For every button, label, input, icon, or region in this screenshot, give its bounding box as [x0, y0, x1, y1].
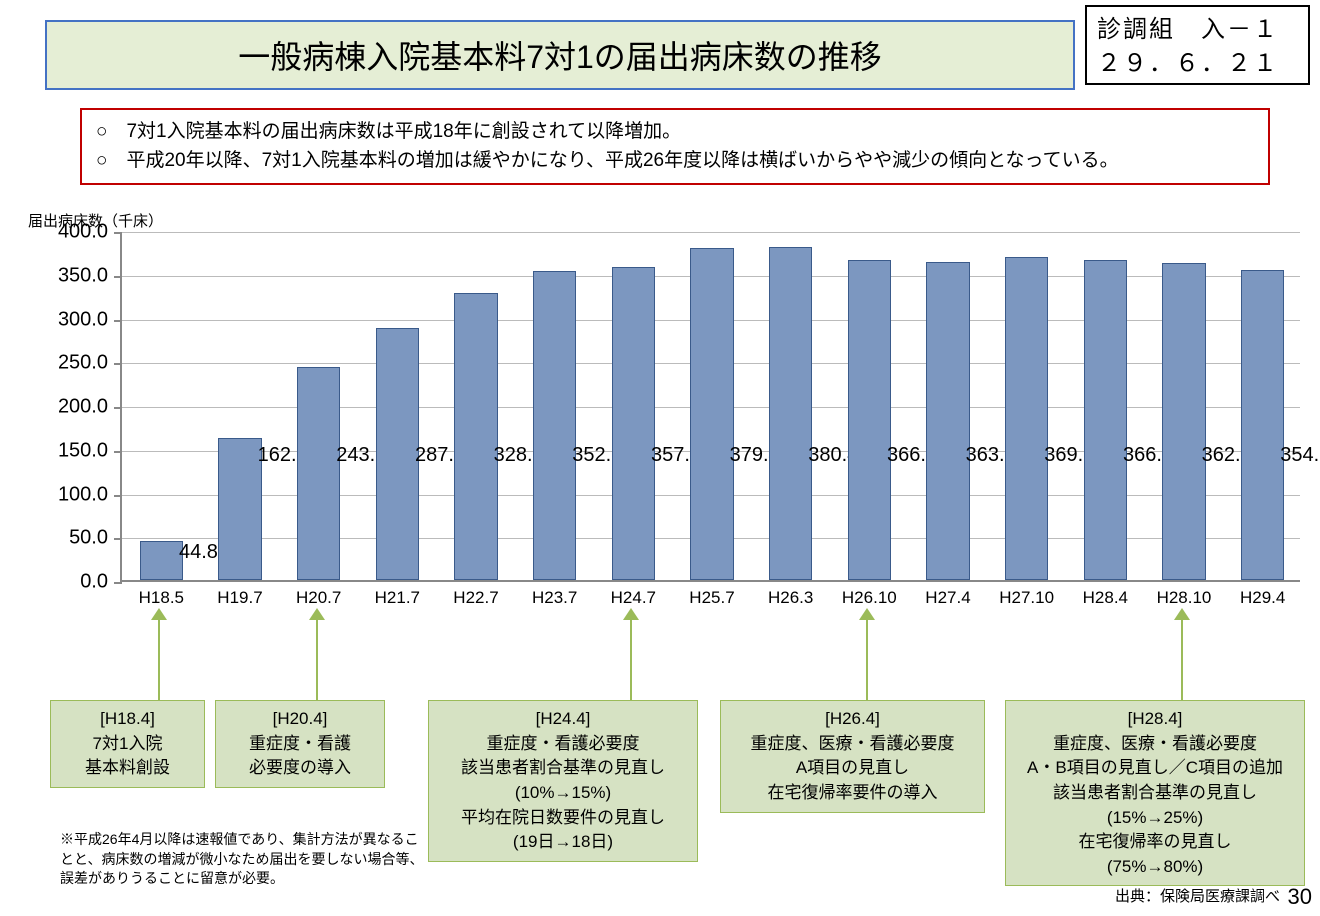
- annotation-line: [H18.4]: [59, 707, 196, 732]
- y-tick-label: 250.0: [38, 352, 108, 375]
- annotation-arrow-icon: [158, 618, 160, 700]
- annotation-line: 該当患者割合基準の見直し: [1014, 781, 1296, 806]
- annotation-line: 該当患者割合基準の見直し: [437, 756, 689, 781]
- bar: [926, 262, 969, 580]
- footnote-text: ※平成26年4月以降は速報値であり、集計方法が異なることと、病床数の増減が微小な…: [60, 831, 423, 886]
- x-tick-label: H27.10: [987, 588, 1066, 608]
- y-tick: [114, 232, 122, 234]
- annotation-line: 7対1入院: [59, 732, 196, 757]
- x-tick-label: H25.7: [673, 588, 752, 608]
- annotation-box: [H26.4]重症度、医療・看護必要度A項目の見直し在宅復帰率要件の導入: [720, 700, 985, 813]
- annotation-line: (15%→25%): [1014, 806, 1296, 831]
- annotation-arrow-icon: [1181, 618, 1183, 700]
- y-tick: [114, 320, 122, 322]
- doc-id-line1: 診調組 入－１: [1097, 13, 1298, 47]
- bar: [690, 248, 733, 580]
- document-id-box: 診調組 入－１ ２９．６．２１: [1085, 5, 1310, 85]
- annotation-line: 重症度・看護必要度: [437, 732, 689, 757]
- y-tick: [114, 538, 122, 540]
- annotation-line: 平均在院日数要件の見直し: [437, 806, 689, 831]
- annotation-line: 基本料創設: [59, 756, 196, 781]
- y-tick-label: 300.0: [38, 308, 108, 331]
- footnote: ※平成26年4月以降は速報値であり、集計方法が異なることと、病床数の増減が微小な…: [60, 830, 430, 889]
- annotation-line: [H28.4]: [1014, 707, 1296, 732]
- x-tick-label: H28.10: [1145, 588, 1224, 608]
- page-title: 一般病棟入院基本料7対1の届出病床数の推移: [45, 20, 1075, 90]
- bar: [1241, 270, 1284, 580]
- x-tick-label: H29.4: [1223, 588, 1302, 608]
- bar: [297, 367, 340, 580]
- annotation-line: A項目の見直し: [729, 756, 976, 781]
- x-tick-label: H20.7: [279, 588, 358, 608]
- bar: [612, 267, 655, 580]
- x-tick-label: H19.7: [201, 588, 280, 608]
- bar-value-label: 354.1: [1280, 444, 1320, 467]
- annotation-box: [H18.4]7対1入院基本料創設: [50, 700, 205, 788]
- bar-value-label: 44.8: [179, 541, 218, 564]
- annotation-box: [H24.4]重症度・看護必要度該当患者割合基準の見直し(10%→15%)平均在…: [428, 700, 698, 862]
- bar: [454, 293, 497, 580]
- annotation-line: [H24.4]: [437, 707, 689, 732]
- summary-line1: ○ 7対1入院基本料の届出病床数は平成18年に創設されて以降増加。: [96, 118, 1254, 147]
- x-tick-label: H26.10: [830, 588, 909, 608]
- bar: [848, 260, 891, 580]
- annotation-line: 重症度、医療・看護必要度: [1014, 732, 1296, 757]
- y-tick: [114, 363, 122, 365]
- y-tick-label: 200.0: [38, 396, 108, 419]
- annotation-box: [H28.4]重症度、医療・看護必要度A・B項目の見直し／C項目の追加該当患者割…: [1005, 700, 1305, 886]
- x-tick-label: H21.7: [358, 588, 437, 608]
- annotation-box: [H20.4]重症度・看護必要度の導入: [215, 700, 385, 788]
- annotation-line: 必要度の導入: [224, 756, 376, 781]
- y-tick-label: 0.0: [38, 571, 108, 594]
- page-number: 30: [1288, 884, 1312, 910]
- title-text: 一般病棟入院基本料7対1の届出病床数の推移: [238, 32, 882, 78]
- annotation-line: (10%→15%): [437, 781, 689, 806]
- annotation-line: 在宅復帰率要件の導入: [729, 781, 976, 806]
- annotation-line: 重症度・看護: [224, 732, 376, 757]
- y-tick-label: 150.0: [38, 439, 108, 462]
- y-tick: [114, 276, 122, 278]
- x-tick-label: H24.7: [594, 588, 673, 608]
- y-tick-label: 100.0: [38, 483, 108, 506]
- bar: [1005, 257, 1048, 580]
- bar: [769, 247, 812, 580]
- y-tick-label: 400.0: [38, 221, 108, 244]
- y-tick-label: 50.0: [38, 527, 108, 550]
- summary-line2: ○ 平成20年以降、7対1入院基本料の増加は緩やかになり、平成26年度以降は横ば…: [96, 147, 1254, 176]
- doc-id-line2: ２９．６．２１: [1097, 47, 1298, 81]
- x-tick-label: H18.5: [122, 588, 201, 608]
- annotation-line: 重症度、医療・看護必要度: [729, 732, 976, 757]
- bar: [376, 328, 419, 580]
- bar: [1162, 263, 1205, 580]
- annotation-arrow-icon: [866, 618, 868, 700]
- source-text: 出典：保険局医療課調べ: [1115, 885, 1280, 906]
- gridline: [122, 232, 1300, 233]
- x-tick-label: H26.3: [751, 588, 830, 608]
- x-tick-label: H27.4: [909, 588, 988, 608]
- y-tick-label: 350.0: [38, 264, 108, 287]
- annotation-line: (19日→18日): [437, 830, 689, 855]
- y-tick: [114, 582, 122, 584]
- bar: [140, 541, 183, 580]
- bar-chart: 0.050.0100.0150.0200.0250.0300.0350.0400…: [120, 232, 1300, 582]
- y-tick: [114, 451, 122, 453]
- annotation-arrow-icon: [630, 618, 632, 700]
- x-tick-label: H28.4: [1066, 588, 1145, 608]
- annotation-line: 在宅復帰率の見直し: [1014, 830, 1296, 855]
- y-tick: [114, 407, 122, 409]
- x-tick-label: H22.7: [437, 588, 516, 608]
- bar: [218, 438, 261, 580]
- bar: [1084, 260, 1127, 580]
- annotation-line: [H20.4]: [224, 707, 376, 732]
- x-tick-label: H23.7: [515, 588, 594, 608]
- annotation-arrow-icon: [316, 618, 318, 700]
- y-tick: [114, 495, 122, 497]
- bar: [533, 271, 576, 580]
- annotation-line: [H26.4]: [729, 707, 976, 732]
- summary-box: ○ 7対1入院基本料の届出病床数は平成18年に創設されて以降増加。 ○ 平成20…: [80, 108, 1270, 185]
- annotation-line: A・B項目の見直し／C項目の追加: [1014, 756, 1296, 781]
- annotation-line: (75%→80%): [1014, 855, 1296, 880]
